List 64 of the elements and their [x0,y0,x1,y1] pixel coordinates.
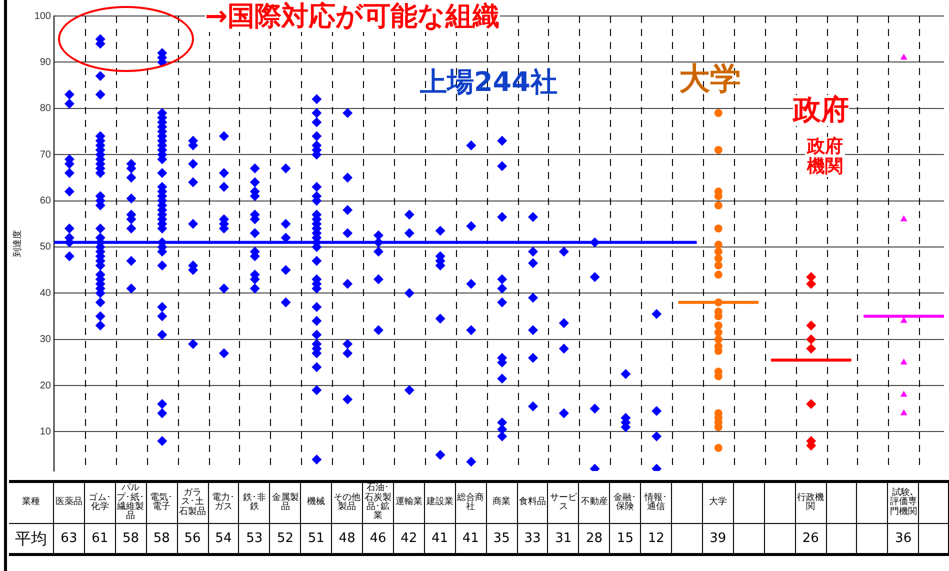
data-label: 36 [888,524,920,554]
category-label: 機械 [301,482,332,524]
category-label: 金融･保険 [610,482,642,524]
y-tick-label: 100 [34,10,52,22]
annotation: 上場244社 [420,67,558,98]
data-label: 48 [332,524,364,554]
category-label: その他製品 [332,482,364,524]
data-label: 41 [456,524,487,554]
text: 平均 [9,524,54,554]
category-label: 食料品 [518,482,548,524]
category-label: 電気･電子 [146,482,178,524]
y-tick-label: 50 [40,242,52,253]
category-label: 建設業 [424,482,456,524]
y-tick-label: 30 [40,334,52,346]
data-label: 33 [518,524,548,554]
data-label: 39 [702,524,734,554]
data-label: 41 [424,524,456,554]
data-label: 15 [610,524,642,554]
category-label: 情報･通信 [641,482,672,524]
data-label: 51 [301,524,332,554]
y-tick-label: 60 [40,196,52,207]
category-label: 鉄･非鉄 [239,482,270,524]
data-label: 12 [641,524,672,554]
category-label: 電力･ガス [208,482,240,524]
y-tick-label: 40 [40,288,52,299]
category-label: 運輸業 [394,482,425,524]
category-label: 総合商社 [456,482,487,524]
category-label: パルプ･紙･繊維製品 [116,482,147,524]
data-label: 61 [84,524,116,554]
category-label: 行政機関 [796,482,827,524]
category-label: 石油･石炭製品･鉱業 [363,482,394,524]
category-label: 試験､評価専門機関 [888,482,920,524]
category-label: サービス [548,482,580,524]
category-label: 大学 [702,482,734,524]
category-label: 金属製品 [270,482,302,524]
category-label: 医薬品 [54,482,85,524]
data-label: 63 [54,524,85,554]
y-tick-label: 90 [40,56,52,68]
data-label: 56 [178,524,208,554]
data-label: 35 [486,524,518,554]
data-label: 54 [208,524,240,554]
y-tick-label: 20 [40,380,52,392]
category-label: ゴム･化学 [84,482,116,524]
text: 業種 [9,482,54,524]
data-label: 52 [270,524,302,554]
data-label: 53 [239,524,270,554]
data-label: 28 [579,524,610,554]
annotation: 政府 [793,93,849,126]
y-tick-label: 70 [40,149,52,160]
y-tick-label: 10 [40,426,52,438]
data-label: 58 [146,524,178,554]
annotation: 大学 [679,61,741,97]
data-label: 46 [363,524,394,554]
data-label: 26 [796,524,827,554]
data-label: 31 [548,524,580,554]
data-label: 42 [394,524,425,554]
annotation: →国際対応が可能な組織 [205,1,500,32]
category-label: 不動産 [579,482,610,524]
category-label: ガラス･土石製品 [178,482,208,524]
annotation: 政府機関 [805,136,845,177]
y-tick-label: 80 [40,103,52,114]
data-label: 58 [116,524,147,554]
category-label: 商業 [486,482,518,524]
y-axis-title: 到達度 [12,230,22,257]
